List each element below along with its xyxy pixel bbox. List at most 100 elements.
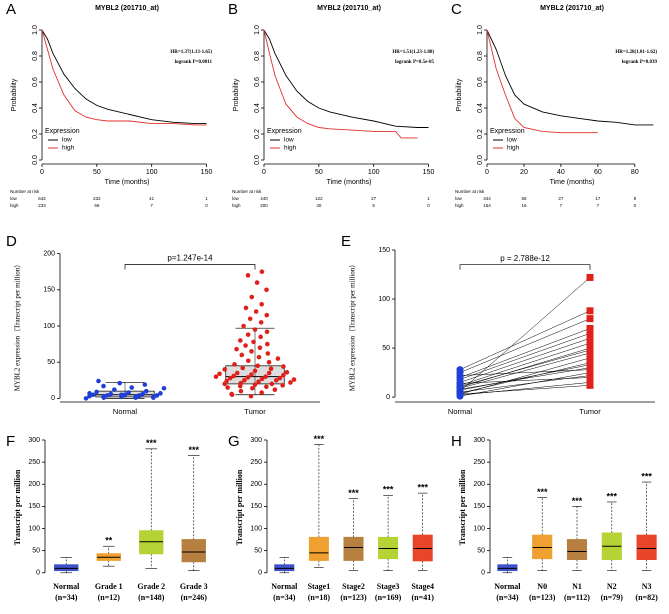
risk-row-label: low [232, 196, 240, 201]
y-tick-label: 300 [28, 437, 40, 444]
sig-label: *** [417, 482, 428, 492]
dot [252, 368, 258, 374]
tumor-point [586, 334, 594, 342]
risk-row-label: high [10, 203, 19, 208]
survival-curve [263, 29, 429, 128]
dot [265, 341, 270, 347]
risk-value: 7 [150, 203, 153, 208]
pair-line [459, 369, 591, 376]
risk-value: 66 [94, 203, 100, 208]
dot [259, 269, 265, 275]
dot [96, 378, 101, 384]
dot [154, 393, 160, 398]
sig-label: ** [105, 536, 113, 546]
y-tick-label: 200 [473, 481, 485, 488]
x-tick-label: 0 [262, 169, 266, 176]
n-label: (n=246) [181, 593, 208, 602]
y-tick-label: 0.6 [32, 77, 39, 87]
tumor-point [586, 361, 594, 369]
panel-label: B [228, 1, 238, 18]
dot [213, 374, 219, 379]
dot [253, 309, 259, 314]
risk-value: 1 [427, 196, 430, 201]
dot [161, 385, 167, 391]
dot [251, 339, 256, 345]
dot [281, 372, 286, 378]
dot [273, 377, 279, 383]
x-tick-label: 100 [146, 169, 158, 176]
y-tick-label: 0.2 [477, 129, 484, 139]
dot [288, 380, 293, 385]
sig-bracket [124, 264, 256, 270]
tumor-point [586, 273, 594, 281]
y-tick-label: 100 [473, 525, 485, 532]
n-label: (n=123) [340, 593, 367, 602]
x-tick-label: Normal [53, 582, 80, 591]
normal-point [456, 366, 464, 374]
legend-label: high [62, 145, 75, 152]
dot [158, 391, 163, 396]
dot [269, 381, 275, 387]
dot [245, 332, 251, 337]
y-tick-label: 250 [28, 459, 40, 466]
pair-line [459, 338, 591, 383]
risk-title: Number at risk [455, 189, 485, 194]
dot [249, 294, 255, 300]
y-tick-label: 0.0 [477, 155, 484, 165]
risk-value: 65 [521, 196, 527, 201]
dot [240, 365, 246, 371]
dot [250, 385, 255, 391]
dot [143, 388, 149, 394]
dot [291, 377, 297, 382]
risk-row-label: low [10, 196, 18, 201]
dot [284, 370, 290, 375]
box [181, 539, 206, 563]
normal-point [456, 390, 464, 398]
risk-value: 440 [260, 196, 268, 201]
risk-value: 0 [205, 203, 208, 208]
dot [122, 392, 128, 398]
dot [264, 329, 270, 335]
risk-title: Number at risk [10, 189, 40, 194]
tumor-point [586, 329, 594, 337]
y-tick-label: 150 [43, 287, 55, 294]
dot [222, 367, 227, 372]
dot [151, 395, 156, 400]
dot [243, 343, 248, 348]
dot [87, 391, 92, 396]
dot [281, 364, 286, 369]
pair-line [459, 310, 591, 370]
dot [245, 375, 251, 380]
legend-title: Expression [45, 128, 80, 135]
tumor-point [586, 381, 594, 389]
y-tick-label: 0 [51, 395, 55, 402]
dot [229, 391, 234, 397]
dot [225, 385, 230, 390]
pair-line [459, 277, 591, 392]
logrank-text: logrank P=0.039 [622, 60, 658, 65]
x-tick-label: 40 [557, 169, 565, 176]
x-tick-label: N0 [537, 582, 547, 591]
box [532, 534, 553, 560]
normal-point [456, 382, 464, 390]
annotation: p=1.247e-14 [167, 254, 213, 263]
y-axis-label: Transcript per million [458, 469, 467, 545]
n-label: (n=79) [601, 593, 624, 602]
x-tick-label: N3 [642, 582, 652, 591]
risk-value: 7 [597, 203, 600, 208]
panel-label: C [451, 1, 462, 18]
y-tick-label: 0.8 [32, 51, 39, 61]
y-tick-label: 100 [28, 525, 40, 532]
dot [224, 378, 229, 384]
dot [252, 382, 258, 387]
risk-value: 5 [372, 203, 375, 208]
dot [272, 387, 278, 392]
y-tick-label: 0.2 [32, 129, 39, 139]
legend-label: high [507, 145, 520, 152]
x-tick-label: Normal [494, 582, 521, 591]
risk-value: 642 [38, 196, 46, 201]
dot [277, 375, 283, 381]
risk-value: 16 [521, 203, 527, 208]
y-tick-label: 150 [378, 247, 390, 254]
